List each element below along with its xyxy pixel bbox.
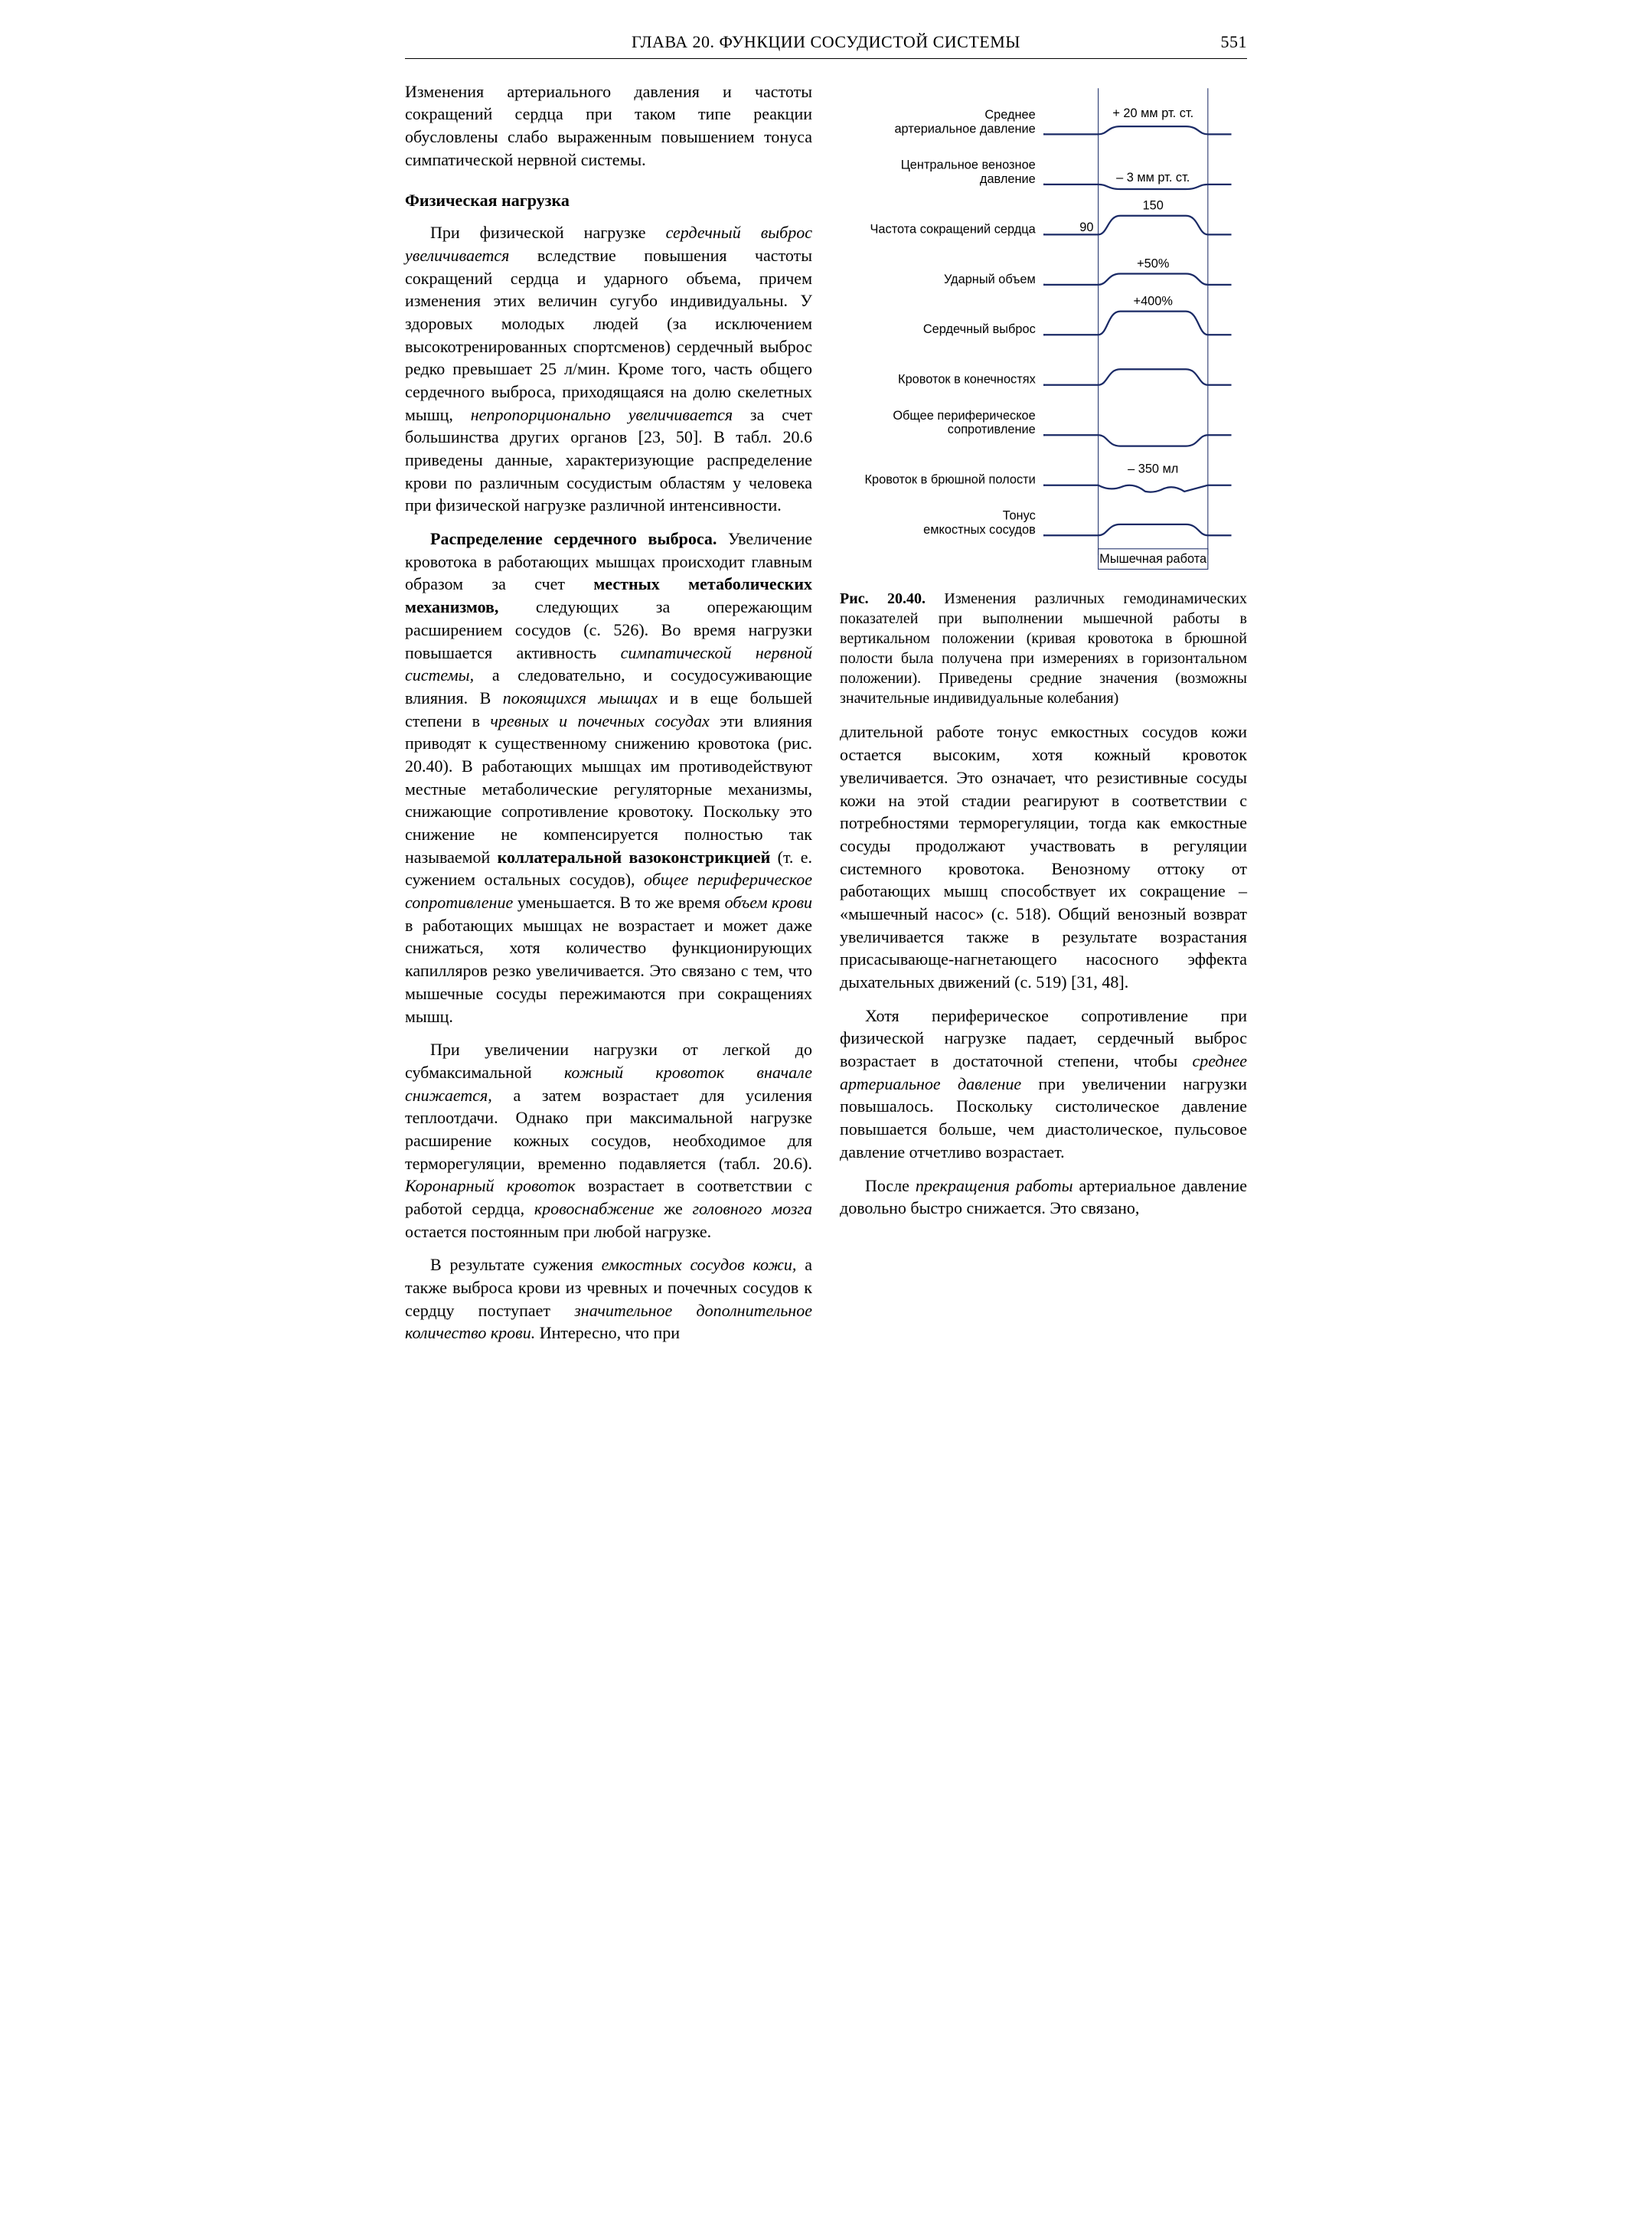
- svg-text:Мышечная работа: Мышечная работа: [1099, 552, 1207, 566]
- svg-text:Среднее: Среднее: [984, 108, 1035, 122]
- svg-text:давление: давление: [980, 172, 1036, 186]
- svg-text:+ 20 мм рт. ст.: + 20 мм рт. ст.: [1112, 106, 1193, 120]
- svg-text:– 350 мл: – 350 мл: [1128, 462, 1178, 475]
- right-para-2: Хотя периферическое сопротивление при фи…: [840, 1005, 1247, 1164]
- svg-text:Частота сокращений сердца: Частота сокращений сердца: [870, 222, 1037, 236]
- para-4: В результате сужения емкостных сосудов к…: [405, 1253, 812, 1344]
- right-column: Среднееартериальное давление + 20 мм рт. …: [840, 80, 1247, 1355]
- svg-text:Кровоток в конечностях: Кровоток в конечностях: [898, 372, 1036, 386]
- para-3: При увеличении нагрузки от легкой до суб…: [405, 1038, 812, 1243]
- svg-text:Ударный объем: Ударный объем: [944, 272, 1036, 286]
- para-2: Распределение сердечного выброса. Увелич…: [405, 528, 812, 1028]
- svg-text:Сердечный выброс: Сердечный выброс: [923, 322, 1036, 336]
- svg-text:емкостных сосудов: емкостных сосудов: [923, 523, 1036, 537]
- hemodynamics-chart: Среднееартериальное давление + 20 мм рт. …: [840, 80, 1247, 582]
- svg-text:артериальное давление: артериальное давление: [894, 122, 1035, 136]
- svg-text:Кровоток в брюшной полости: Кровоток в брюшной полости: [865, 472, 1036, 486]
- para-1: При физической нагрузке сердечный выброс…: [405, 221, 812, 517]
- svg-text:– 3 мм рт. ст.: – 3 мм рт. ст.: [1116, 170, 1190, 184]
- header-rule: [405, 58, 1247, 59]
- running-head: ГЛАВА 20. ФУНКЦИИ СОСУДИСТОЙ СИСТЕМЫ 551: [405, 31, 1247, 54]
- section-heading: Физическая нагрузка: [405, 189, 812, 212]
- svg-text:Центральное венозное: Центральное венозное: [901, 158, 1036, 172]
- figure-20-40: Среднееартериальное давление + 20 мм рт. …: [840, 80, 1247, 709]
- svg-text:90: 90: [1079, 221, 1093, 234]
- figure-caption: Рис. 20.40. Изменения различных гемодина…: [840, 589, 1247, 708]
- svg-text:Общее периферическое: Общее периферическое: [893, 408, 1035, 422]
- right-para-1: длительной работе тонус емкостных сосудо…: [840, 720, 1247, 993]
- page: ГЛАВА 20. ФУНКЦИИ СОСУДИСТОЙ СИСТЕМЫ 551…: [405, 31, 1247, 1355]
- intro-para: Изменения артериального давления и часто…: [405, 80, 812, 172]
- svg-text:+400%: +400%: [1134, 294, 1173, 308]
- left-column: Изменения артериального давления и часто…: [405, 80, 812, 1355]
- svg-text:Тонус: Тонус: [1003, 508, 1036, 522]
- svg-text:сопротивление: сопротивление: [948, 423, 1036, 436]
- content-columns: Изменения артериального давления и часто…: [405, 80, 1247, 1355]
- svg-text:150: 150: [1143, 198, 1164, 212]
- page-number: 551: [1221, 31, 1248, 54]
- right-para-3: После прекращения работы артериальное да…: [840, 1175, 1247, 1220]
- svg-text:+50%: +50%: [1137, 256, 1169, 270]
- chapter-title: ГЛАВА 20. ФУНКЦИИ СОСУДИСТОЙ СИСТЕМЫ: [632, 32, 1020, 51]
